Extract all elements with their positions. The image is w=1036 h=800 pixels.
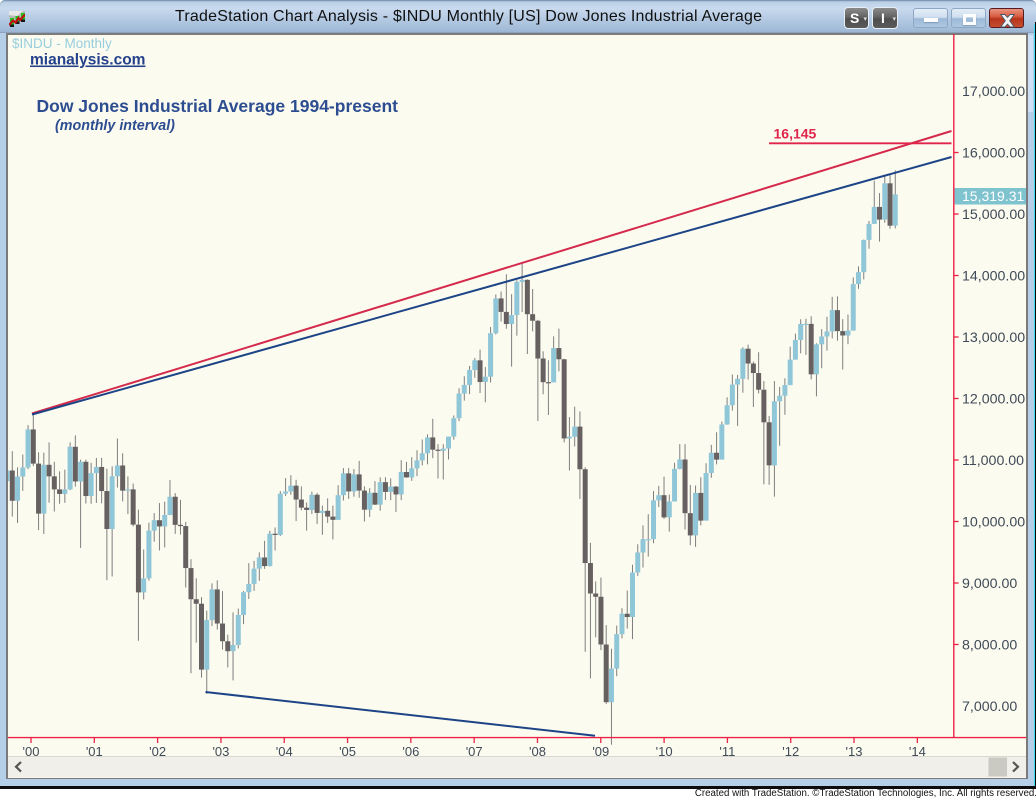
svg-text:Dow Jones Industrial Average 1: Dow Jones Industrial Average 1994-presen… (37, 96, 399, 116)
svg-text:'05: '05 (339, 744, 356, 759)
svg-text:15,000.00: 15,000.00 (962, 207, 1025, 223)
svg-text:15,319.31: 15,319.31 (962, 188, 1024, 204)
svg-text:'12: '12 (782, 744, 799, 759)
svg-text:'02: '02 (149, 744, 166, 759)
svg-text:mianalysis.com: mianalysis.com (30, 52, 145, 69)
svg-text:11,000.00: 11,000.00 (962, 453, 1024, 469)
svg-text:12,000.00: 12,000.00 (962, 391, 1025, 407)
svg-text:16,145: 16,145 (774, 126, 817, 142)
svg-text:9,000.00: 9,000.00 (962, 576, 1017, 592)
svg-text:'07: '07 (466, 744, 483, 759)
svg-text:'06: '06 (402, 744, 419, 759)
svg-text:13,000.00: 13,000.00 (962, 330, 1025, 346)
svg-text:8,000.00: 8,000.00 (962, 637, 1017, 653)
svg-text:'09: '09 (592, 744, 609, 759)
svg-text:'11: '11 (719, 744, 735, 759)
svg-text:17,000.00: 17,000.00 (962, 84, 1025, 100)
svg-text:7,000.00: 7,000.00 (962, 699, 1017, 715)
svg-text:10,000.00: 10,000.00 (962, 514, 1025, 530)
svg-text:$INDU - Monthly: $INDU - Monthly (12, 36, 112, 51)
svg-text:'01: '01 (86, 744, 103, 759)
svg-text:(monthly interval): (monthly interval) (55, 118, 175, 134)
svg-text:'10: '10 (656, 744, 673, 759)
svg-text:14,000.00: 14,000.00 (962, 268, 1025, 284)
svg-text:'04: '04 (276, 744, 293, 759)
svg-text:'00: '00 (23, 744, 40, 759)
svg-text:'13: '13 (846, 744, 863, 759)
svg-text:'08: '08 (529, 744, 546, 759)
svg-text:'03: '03 (212, 744, 229, 759)
svg-text:16,000.00: 16,000.00 (962, 145, 1025, 161)
svg-text:'14: '14 (909, 744, 926, 759)
